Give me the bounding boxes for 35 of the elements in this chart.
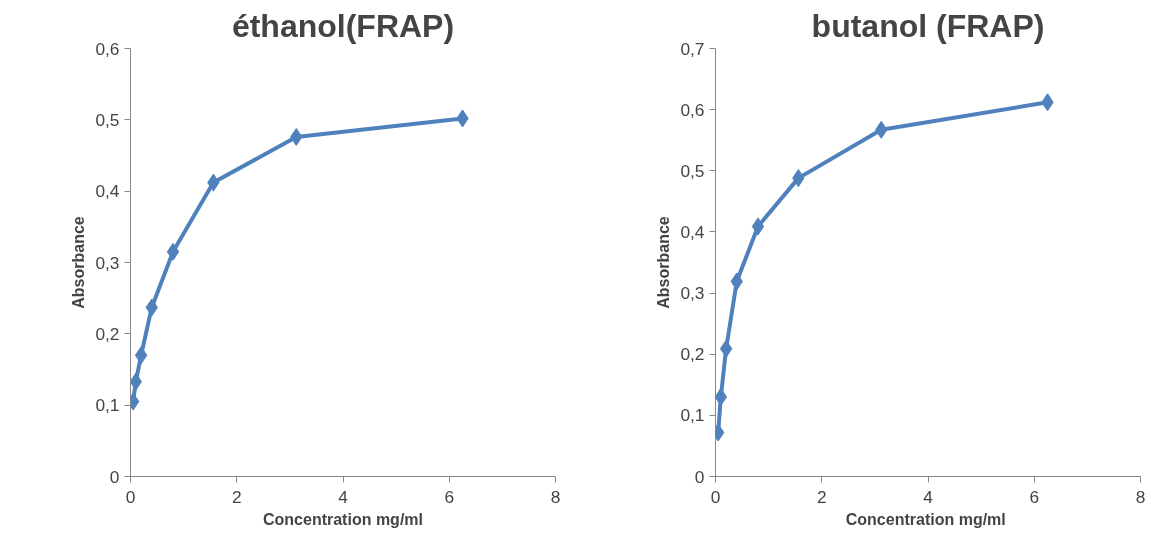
x-tick-label: 4 — [338, 486, 349, 507]
y-tick-label: 0,1 — [680, 405, 705, 426]
x-tick-label: 2 — [231, 486, 242, 507]
y-axis-title: Absorbance — [70, 216, 88, 309]
x-tick-label: 8 — [550, 486, 561, 507]
y-tick-label: 0,3 — [95, 252, 120, 273]
y-axis-title: Absorbance — [655, 216, 673, 309]
y-tick-label: 0,5 — [95, 109, 120, 130]
y-tick-label: 0,4 — [680, 221, 705, 242]
y-tick-label: 0 — [109, 466, 120, 487]
y-tick-label: 0,2 — [95, 323, 120, 344]
x-tick-label: 6 — [444, 486, 455, 507]
y-tick-label: 0,2 — [680, 344, 705, 365]
point — [134, 346, 148, 365]
y-tick-label: 0,6 — [95, 38, 120, 59]
chart-title: butanol (FRAP) — [811, 7, 1045, 44]
y-tick-label: 0,4 — [95, 181, 120, 202]
x-tick-label: 0 — [710, 486, 721, 507]
x-tick-label: 6 — [1029, 486, 1040, 507]
x-tick-label: 8 — [1135, 486, 1146, 507]
y-tick-label: 0,5 — [680, 160, 705, 181]
point — [751, 217, 765, 236]
x-axis-title: Concentration mg/ml — [845, 510, 1006, 528]
x-axis-title: Concentration mg/ml — [263, 510, 424, 528]
y-tick-label: 0,3 — [680, 283, 705, 304]
point — [719, 339, 733, 358]
y-tick-label: 0 — [694, 466, 705, 487]
x-tick-label: 4 — [923, 486, 934, 507]
x-tick-label: 0 — [125, 486, 136, 507]
y-tick-label: 0,7 — [680, 38, 705, 59]
chart-title: éthanol(FRAP) — [231, 7, 455, 44]
y-tick-label: 0,1 — [95, 395, 120, 416]
x-tick-label: 2 — [816, 486, 827, 507]
point — [166, 242, 180, 261]
y-tick-label: 0,6 — [680, 99, 705, 120]
